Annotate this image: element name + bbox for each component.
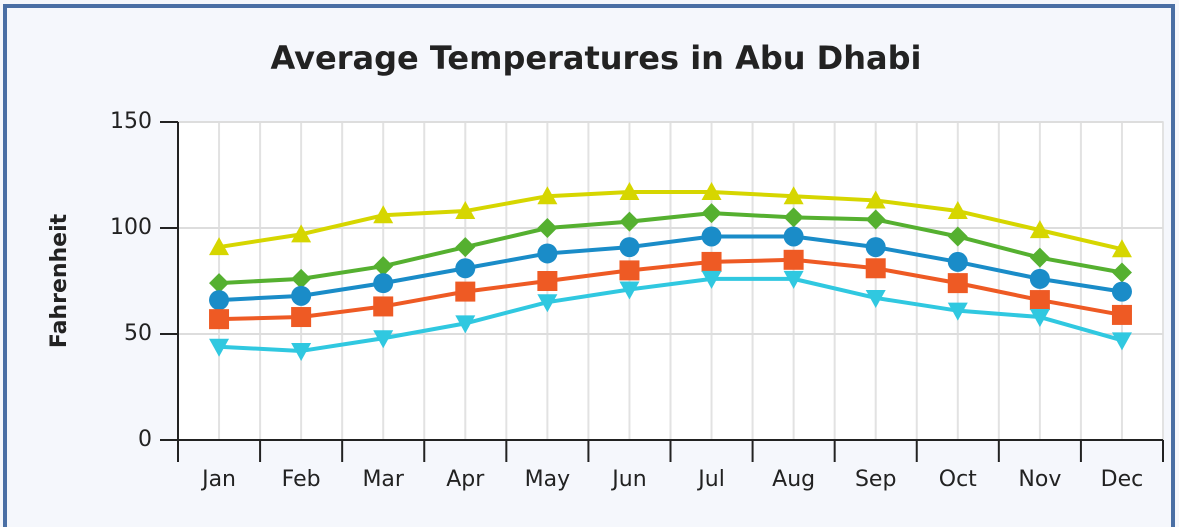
marker xyxy=(373,296,394,317)
x-tick-label: Mar xyxy=(362,467,404,492)
marker xyxy=(783,207,804,228)
marker xyxy=(291,268,312,289)
series-line xyxy=(218,189,1123,252)
marker xyxy=(537,186,558,205)
marker xyxy=(1111,332,1132,351)
marker xyxy=(947,226,968,247)
marker xyxy=(455,201,476,220)
frame xyxy=(3,4,1175,527)
marker xyxy=(701,181,722,200)
y-tick-label: 50 xyxy=(124,321,152,346)
x-tick-label: Jul xyxy=(696,467,725,492)
marker xyxy=(783,249,804,270)
marker xyxy=(373,205,394,224)
marker xyxy=(783,270,804,289)
marker xyxy=(209,290,230,311)
marker xyxy=(537,271,558,291)
marker xyxy=(947,251,968,272)
series-line xyxy=(218,276,1123,353)
marker xyxy=(701,203,722,224)
marker xyxy=(291,307,312,328)
marker xyxy=(455,281,476,302)
marker xyxy=(1111,262,1132,283)
marker xyxy=(209,338,230,357)
marker xyxy=(1029,309,1050,328)
chart-title: Average Temperatures in Abu Dhabi xyxy=(271,39,922,77)
marker xyxy=(701,270,722,289)
y-tick-label: 0 xyxy=(138,427,152,452)
y-tick-label: 100 xyxy=(110,215,152,240)
marker xyxy=(537,243,558,264)
marker xyxy=(291,342,312,361)
y-axis-label: Fahrenheit xyxy=(47,213,72,348)
marker xyxy=(865,209,886,230)
marker xyxy=(1029,268,1050,289)
marker xyxy=(537,294,558,313)
marker xyxy=(619,211,640,232)
y-tick-label: 150 xyxy=(110,109,152,134)
marker xyxy=(209,273,230,294)
series-line xyxy=(218,211,1123,286)
series-line xyxy=(218,257,1123,322)
marker xyxy=(373,256,394,277)
marker xyxy=(947,302,968,321)
marker xyxy=(865,237,886,258)
marker xyxy=(209,309,230,330)
x-tick-label: Oct xyxy=(939,467,977,492)
x-tick-label: Nov xyxy=(1018,467,1061,492)
marker xyxy=(1111,239,1132,258)
marker xyxy=(1111,281,1132,302)
x-tick-label: Aug xyxy=(772,467,815,492)
x-tick-label: Jan xyxy=(200,467,236,492)
x-tick-label: Dec xyxy=(1101,467,1144,492)
marker xyxy=(783,226,804,247)
marker xyxy=(865,190,886,209)
marker xyxy=(1029,220,1050,239)
marker xyxy=(1111,304,1132,325)
marker xyxy=(291,285,312,306)
marker xyxy=(619,281,640,300)
marker xyxy=(619,181,640,200)
marker xyxy=(1029,290,1050,311)
x-tick-label: May xyxy=(525,467,570,492)
x-tick-label: Sep xyxy=(855,467,896,492)
marker xyxy=(455,315,476,334)
marker xyxy=(1029,247,1050,268)
marker xyxy=(373,330,394,349)
series-line xyxy=(218,234,1123,303)
marker xyxy=(865,258,886,279)
marker xyxy=(947,273,968,294)
marker xyxy=(291,224,312,243)
marker xyxy=(619,260,640,281)
marker xyxy=(455,258,476,279)
marker xyxy=(373,273,394,294)
marker xyxy=(619,237,640,258)
x-tick-label: Feb xyxy=(282,467,321,492)
marker xyxy=(865,289,886,308)
marker xyxy=(701,226,722,247)
x-tick-label: Apr xyxy=(446,467,485,492)
marker xyxy=(209,237,230,256)
marker xyxy=(701,251,722,272)
marker xyxy=(455,237,476,258)
x-tick-label: Jun xyxy=(610,467,646,492)
marker xyxy=(783,186,804,205)
marker xyxy=(537,218,558,238)
marker xyxy=(947,201,968,220)
